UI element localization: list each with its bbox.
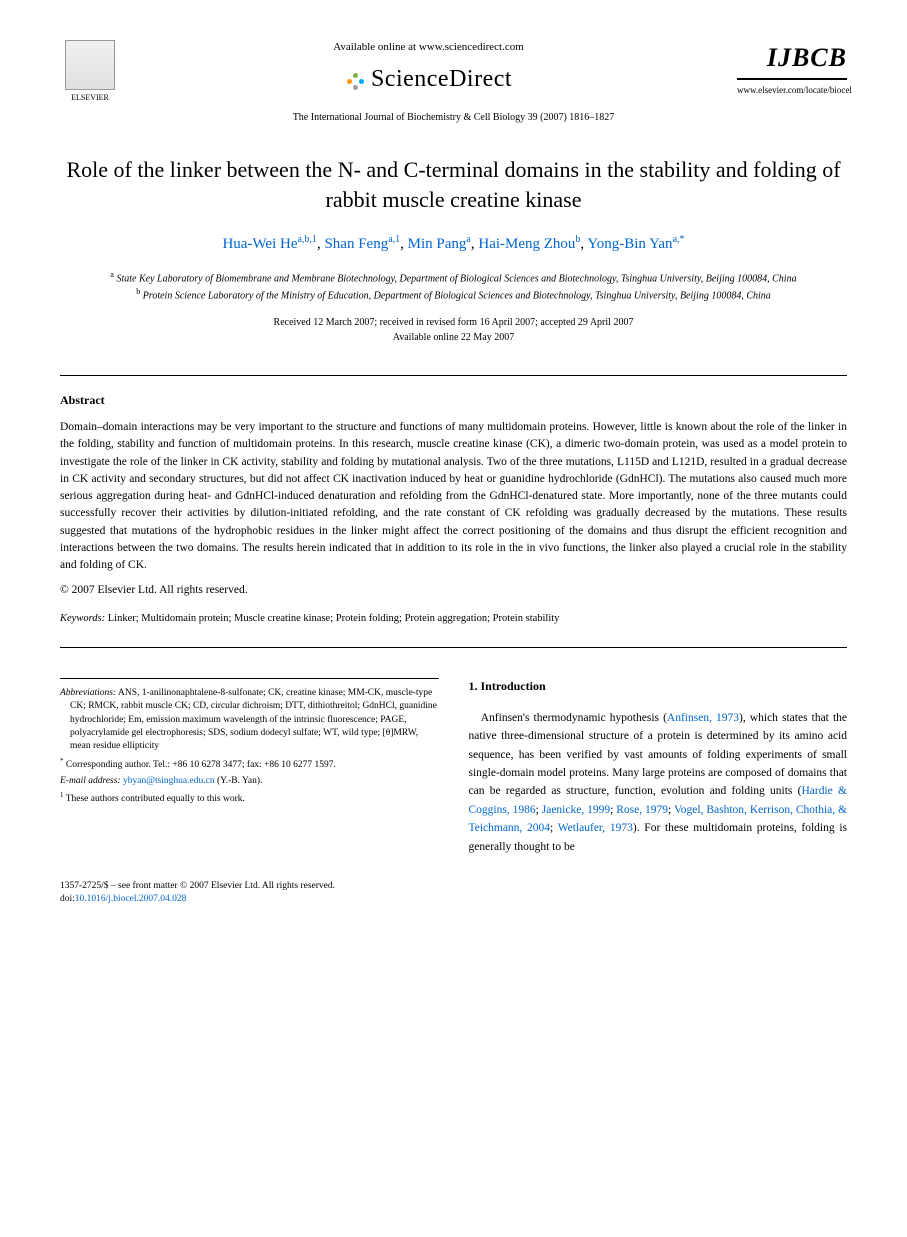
- elsevier-tree-icon: [65, 40, 115, 90]
- author-link[interactable]: Min Pang: [408, 236, 467, 252]
- elsevier-logo: ELSEVIER: [60, 40, 120, 103]
- sciencedirect-icon: [345, 71, 365, 91]
- article-dates: Received 12 March 2007; received in revi…: [60, 315, 847, 345]
- elsevier-label: ELSEVIER: [60, 92, 120, 103]
- author-link[interactable]: Hua-Wei He: [222, 236, 297, 252]
- two-column-section: Abbreviations: ANS, 1-anilinonaphtalene-…: [60, 678, 847, 856]
- journal-logo: IJBCB www.elsevier.com/locate/biocel: [737, 40, 847, 97]
- divider: [60, 647, 847, 648]
- footer: 1357-2725/$ – see front matter © 2007 El…: [60, 880, 847, 907]
- affiliation-item: b Protein Science Laboratory of the Mini…: [60, 286, 847, 303]
- dates-online: Available online 22 May 2007: [60, 330, 847, 345]
- introduction-heading: 1. Introduction: [469, 678, 848, 695]
- author-sup: a,*: [673, 234, 685, 245]
- keywords: Keywords: Linker; Multidomain protein; M…: [60, 612, 847, 627]
- author-link[interactable]: Hai-Meng Zhou: [478, 236, 575, 252]
- author-sup: a,b,1: [297, 234, 316, 245]
- authors-list: Hua-Wei Hea,b,1, Shan Fenga,1, Min Panga…: [60, 233, 847, 255]
- reference-link[interactable]: Jaenicke, 1999: [542, 804, 610, 816]
- author-sup: a,1: [388, 234, 400, 245]
- email-link[interactable]: ybyan@tsinghua.edu.cn: [123, 776, 215, 786]
- affiliations: a State Key Laboratory of Biomembrane an…: [60, 269, 847, 304]
- article-title: Role of the linker between the N- and C-…: [60, 155, 847, 214]
- center-branding: Available online at www.sciencedirect.co…: [120, 40, 737, 97]
- keywords-label: Keywords:: [60, 613, 105, 624]
- author-sup: a: [466, 234, 470, 245]
- corresponding-footnote: * Corresponding author. Tel.: +86 10 627…: [60, 757, 439, 772]
- author-link[interactable]: Yong-Bin Yan: [587, 236, 672, 252]
- equal-contribution-footnote: 1 These authors contributed equally to t…: [60, 791, 439, 806]
- email-footnote: E-mail address: ybyan@tsinghua.edu.cn (Y…: [60, 775, 439, 788]
- journal-url[interactable]: www.elsevier.com/locate/biocel: [737, 84, 847, 97]
- introduction-column: 1. Introduction Anfinsen's thermodynamic…: [469, 678, 848, 856]
- author-link[interactable]: Shan Feng: [324, 236, 388, 252]
- copyright-text: © 2007 Elsevier Ltd. All rights reserved…: [60, 582, 847, 598]
- divider: [60, 375, 847, 376]
- footnotes-column: Abbreviations: ANS, 1-anilinonaphtalene-…: [60, 678, 439, 856]
- reference-link[interactable]: Anfinsen, 1973: [667, 712, 739, 724]
- abbreviations-footnote: Abbreviations: ANS, 1-anilinonaphtalene-…: [60, 687, 439, 753]
- abstract-heading: Abstract: [60, 392, 847, 409]
- footer-copyright: 1357-2725/$ – see front matter © 2007 El…: [60, 880, 847, 893]
- author-sup: b: [575, 234, 580, 245]
- journal-divider: [737, 78, 847, 80]
- introduction-text: Anfinsen's thermodynamic hypothesis (Anf…: [469, 709, 848, 856]
- sciencedirect-text: ScienceDirect: [371, 66, 512, 92]
- dates-received: Received 12 March 2007; received in revi…: [60, 315, 847, 330]
- header-row: ELSEVIER Available online at www.science…: [60, 40, 847, 103]
- available-online-text: Available online at www.sciencedirect.co…: [120, 40, 737, 55]
- sciencedirect-brand: ScienceDirect: [120, 63, 737, 97]
- footer-doi: doi:10.1016/j.biocel.2007.04.028: [60, 893, 847, 906]
- reference-link[interactable]: Wetlaufer, 1973: [558, 822, 633, 834]
- journal-citation: The International Journal of Biochemistr…: [60, 111, 847, 125]
- doi-link[interactable]: 10.1016/j.biocel.2007.04.028: [75, 894, 187, 904]
- journal-abbrev: IJBCB: [737, 40, 847, 76]
- affiliation-item: a State Key Laboratory of Biomembrane an…: [60, 269, 847, 286]
- keywords-text: Linker; Multidomain protein; Muscle crea…: [108, 613, 560, 624]
- reference-link[interactable]: Rose, 1979: [616, 804, 668, 816]
- abstract-text: Domain–domain interactions may be very i…: [60, 419, 847, 574]
